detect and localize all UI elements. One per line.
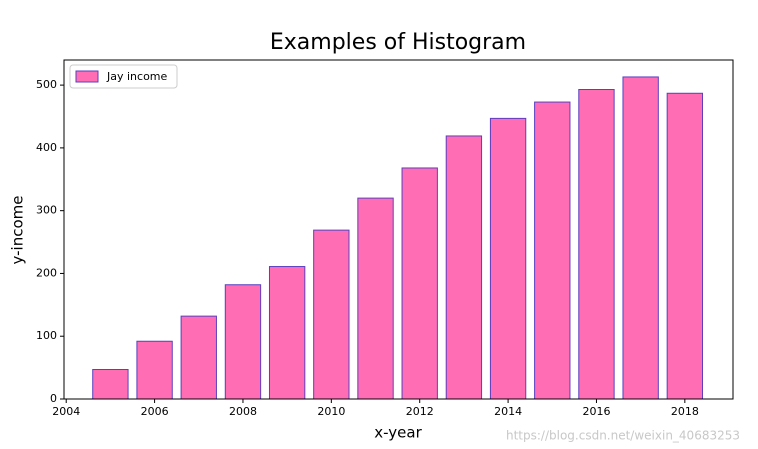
x-tick-label: 2012 (406, 405, 434, 418)
bar (445, 135, 483, 400)
x-tick-label: 2006 (141, 405, 169, 418)
bar (313, 229, 350, 400)
plot-frame (63, 59, 734, 400)
y-tick-label: 100 (36, 329, 57, 342)
bar (578, 89, 615, 400)
x-axis-label: x-year (374, 424, 422, 442)
x-tick-label: 2016 (582, 405, 610, 418)
bar (180, 315, 217, 400)
watermark: https://blog.csdn.net/weixin_40683253 (506, 429, 740, 443)
bar (357, 197, 394, 400)
x-tick-label: 2010 (317, 405, 345, 418)
bar (268, 266, 306, 400)
bar (666, 92, 704, 400)
y-tick-label: 0 (50, 392, 57, 405)
y-tick-label: 300 (36, 204, 57, 217)
bar (136, 340, 173, 400)
y-tick-label: 400 (36, 141, 57, 154)
chart-title: Examples of Histogram (270, 30, 526, 55)
x-tick-label: 2014 (494, 405, 522, 418)
bar (534, 101, 571, 400)
x-tick-label: 2008 (229, 405, 257, 418)
bar (622, 76, 659, 400)
y-tick-label: 500 (36, 78, 57, 91)
bar (224, 284, 262, 400)
bar (92, 368, 129, 400)
bar (401, 167, 438, 400)
y-axis-label: y-income (9, 196, 27, 265)
legend-label: Jay income (106, 70, 168, 83)
x-tick-label: 2018 (671, 405, 699, 418)
legend-swatch (75, 70, 99, 83)
x-tick-label: 2004 (52, 405, 80, 418)
y-tick-label: 200 (36, 266, 57, 279)
bar (489, 117, 527, 400)
